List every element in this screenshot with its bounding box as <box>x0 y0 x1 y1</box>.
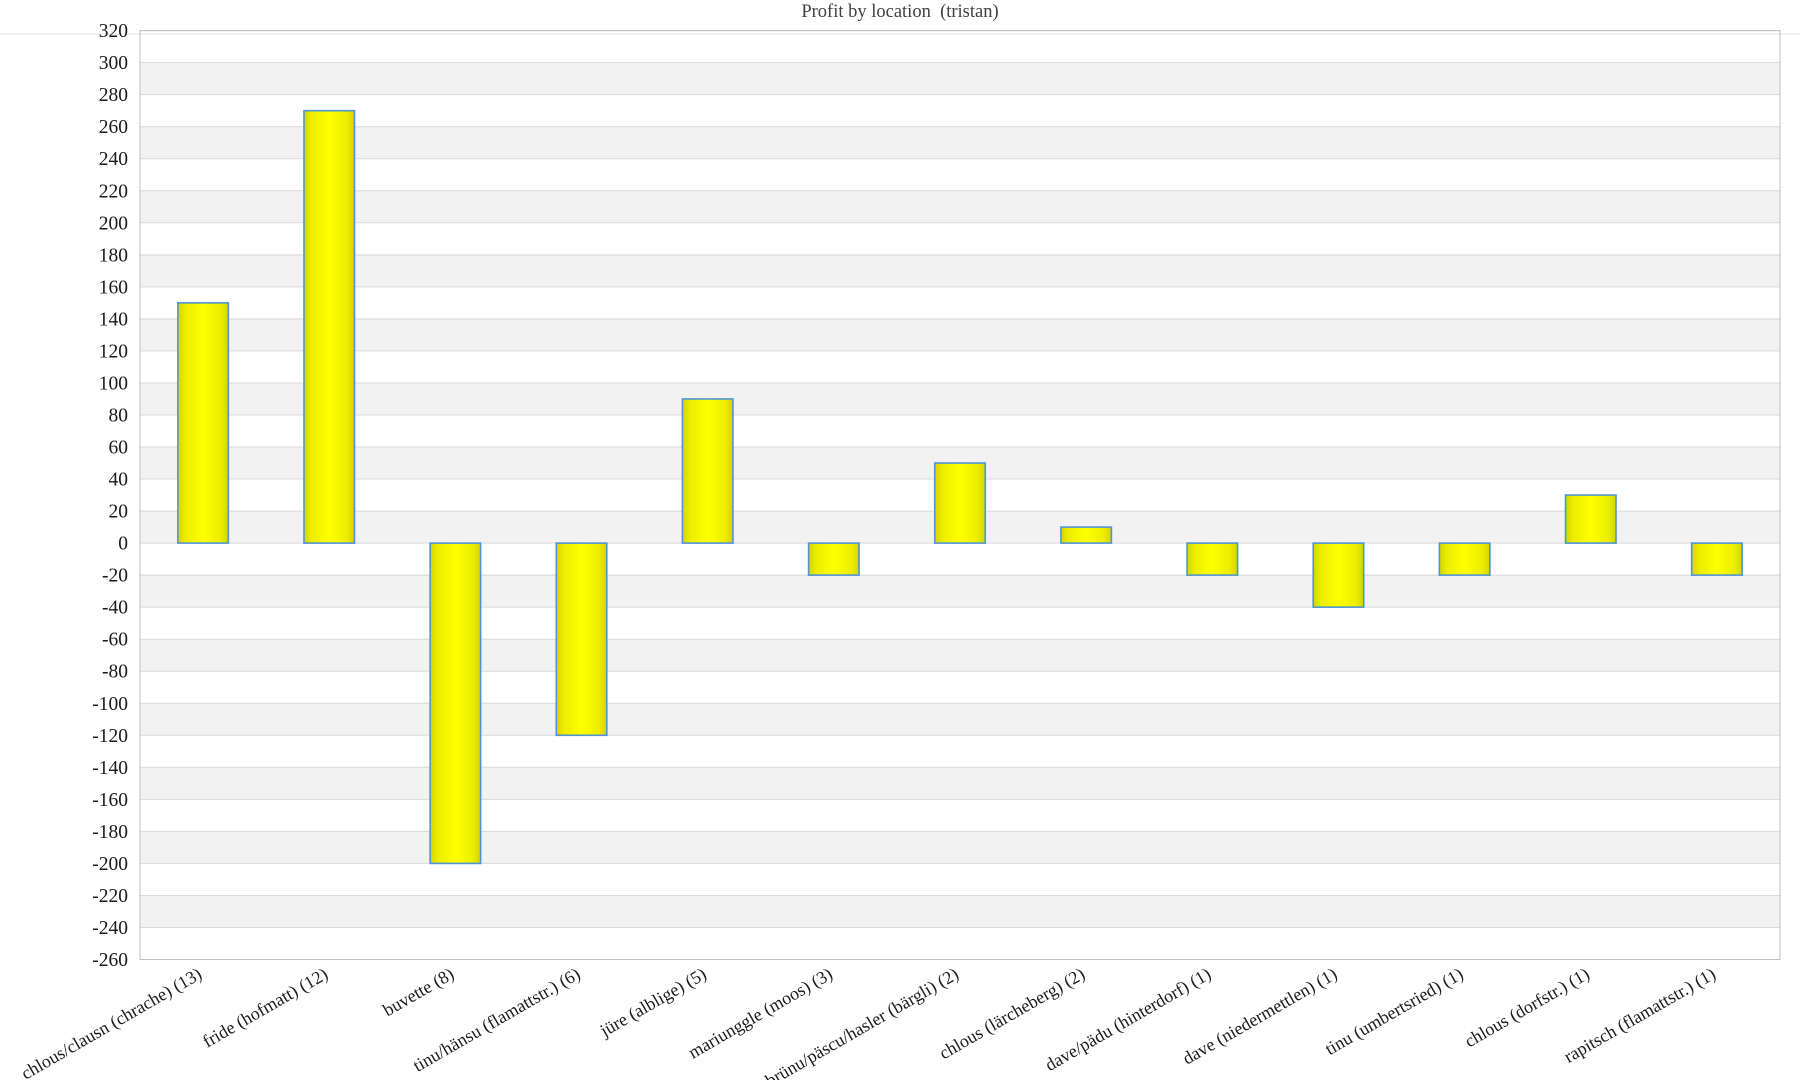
svg-text:200: 200 <box>99 213 128 234</box>
svg-text:160: 160 <box>99 277 128 298</box>
svg-text:-160: -160 <box>92 790 128 811</box>
svg-text:-140: -140 <box>92 758 128 779</box>
svg-text:-60: -60 <box>102 630 128 651</box>
svg-text:-260: -260 <box>92 950 128 971</box>
svg-text:220: 220 <box>99 181 128 202</box>
svg-text:-240: -240 <box>92 918 128 939</box>
svg-text:60: 60 <box>109 438 129 459</box>
svg-text:120: 120 <box>99 341 128 362</box>
svg-text:260: 260 <box>99 117 128 138</box>
svg-text:-80: -80 <box>102 662 128 683</box>
svg-text:280: 280 <box>99 85 128 106</box>
svg-text:240: 240 <box>99 149 128 170</box>
svg-text:320: 320 <box>99 21 128 42</box>
svg-text:20: 20 <box>109 502 129 523</box>
svg-text:40: 40 <box>109 470 129 491</box>
svg-text:-20: -20 <box>102 566 128 587</box>
svg-text:80: 80 <box>109 405 129 426</box>
svg-text:-200: -200 <box>92 854 128 875</box>
svg-text:-120: -120 <box>92 726 128 747</box>
svg-text:0: 0 <box>118 534 128 555</box>
svg-text:-40: -40 <box>102 598 128 619</box>
svg-text:-100: -100 <box>92 694 128 715</box>
svg-text:140: 140 <box>99 309 128 330</box>
svg-text:180: 180 <box>99 245 128 266</box>
svg-text:100: 100 <box>99 373 128 394</box>
svg-text:300: 300 <box>99 53 128 74</box>
svg-text:Profit by location (tristan): Profit by location (tristan) <box>801 2 998 22</box>
svg-text:-180: -180 <box>92 822 128 843</box>
svg-text:-220: -220 <box>92 886 128 907</box>
